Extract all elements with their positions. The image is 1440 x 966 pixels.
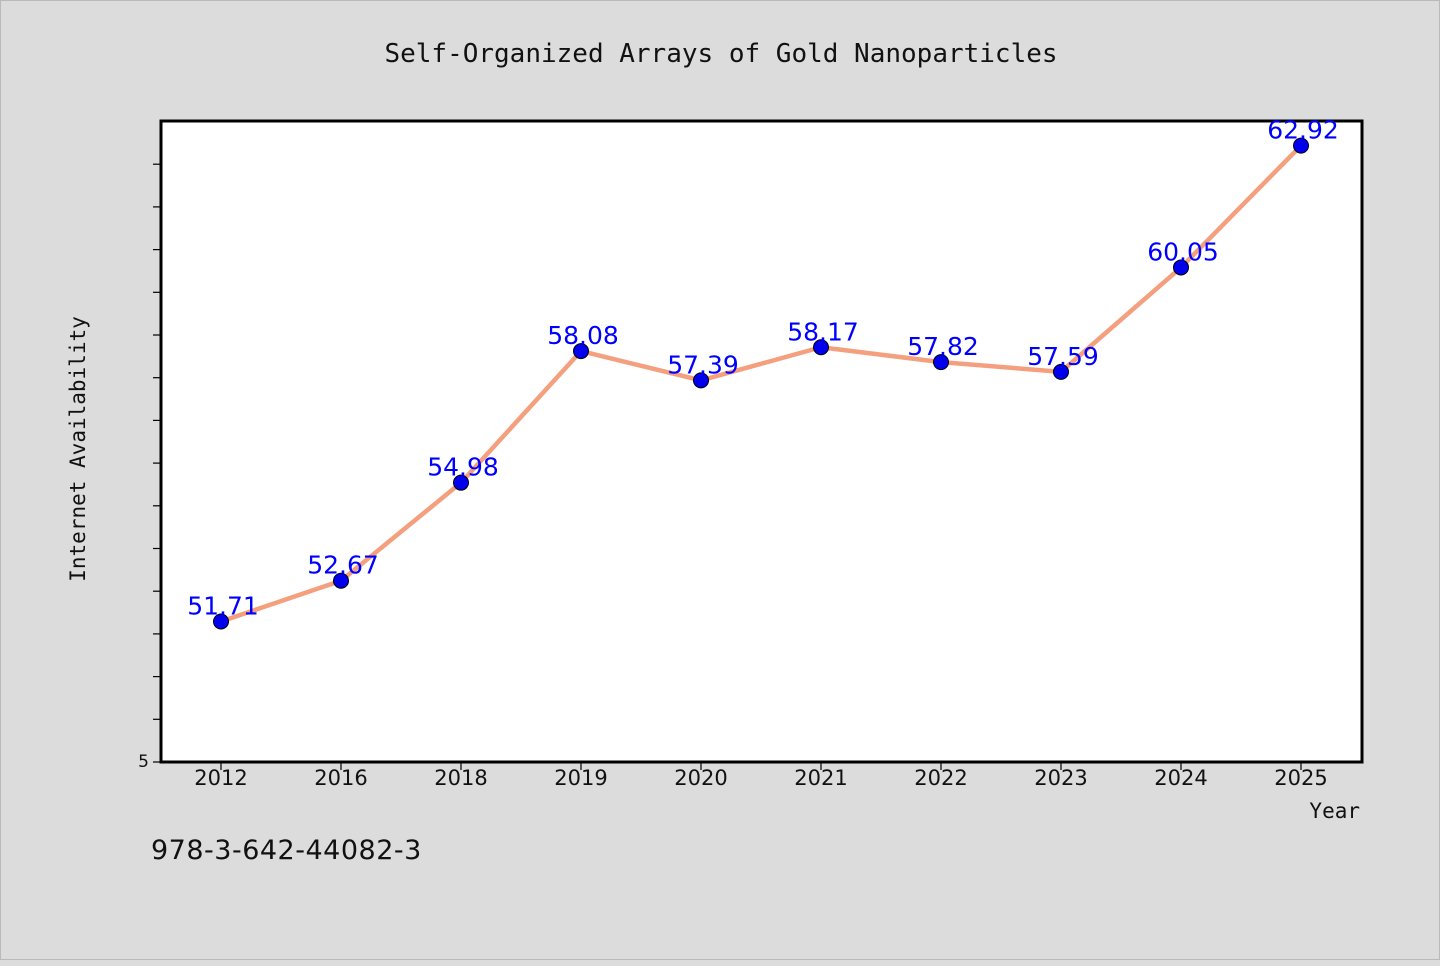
- x-tick-label: 2024: [1154, 766, 1207, 790]
- data-point: [453, 474, 469, 491]
- isbn-footer: 978-3-642-44082-3: [151, 835, 422, 866]
- x-tick-label: 2022: [914, 766, 967, 790]
- chart-title: Self-Organized Arrays of Gold Nanopartic…: [384, 39, 1057, 69]
- data-point: [573, 343, 589, 360]
- y-tick-label: 5: [138, 752, 149, 772]
- data-point: [1173, 259, 1189, 276]
- x-axis-label: Year: [1309, 799, 1360, 823]
- data-point: [213, 613, 229, 630]
- data-label: 52.67: [307, 551, 379, 580]
- series-line: [218, 143, 1304, 624]
- data-label: 58.08: [547, 321, 619, 350]
- x-tick-label: 2016: [314, 766, 367, 790]
- data-point: [813, 339, 829, 356]
- x-tick-label: 2025: [1274, 766, 1327, 790]
- data-label-layer: 51.71 52.67 54.98 58.08 57.39 58.17 57.82 57.59…: [187, 116, 1339, 621]
- data-point: [1293, 137, 1309, 154]
- x-tick-labels: 2012 2016 2018 2019 2020 2021 2022 2023 2024 2025: [194, 766, 1327, 790]
- data-label: 57.82: [907, 332, 979, 361]
- data-label: 58.17: [787, 317, 859, 346]
- data-point: [333, 572, 349, 589]
- x-tick-label: 2019: [554, 766, 607, 790]
- marker-layer: [213, 137, 1309, 630]
- x-tick-label: 2020: [674, 766, 727, 790]
- data-label: 57.59: [1027, 342, 1099, 371]
- data-label: 60.05: [1147, 237, 1219, 266]
- data-label: 62.92: [1267, 116, 1339, 145]
- data-label: 51.71: [187, 591, 259, 620]
- x-tick-label: 2021: [794, 766, 847, 790]
- data-point: [1053, 363, 1069, 380]
- plot-area: [159, 119, 1364, 764]
- data-label: 57.39: [667, 350, 739, 379]
- y-axis-label: Internet Availability: [66, 316, 90, 582]
- y-axis-ticks: [153, 163, 161, 763]
- data-label: 54.98: [427, 453, 499, 482]
- data-point: [933, 354, 949, 371]
- x-axis-ticks: [220, 762, 1302, 770]
- series-layer: [218, 143, 1304, 624]
- x-tick-label: 2018: [434, 766, 487, 790]
- x-tick-label: 2012: [194, 766, 247, 790]
- data-point: [693, 372, 709, 389]
- x-tick-label: 2023: [1034, 766, 1087, 790]
